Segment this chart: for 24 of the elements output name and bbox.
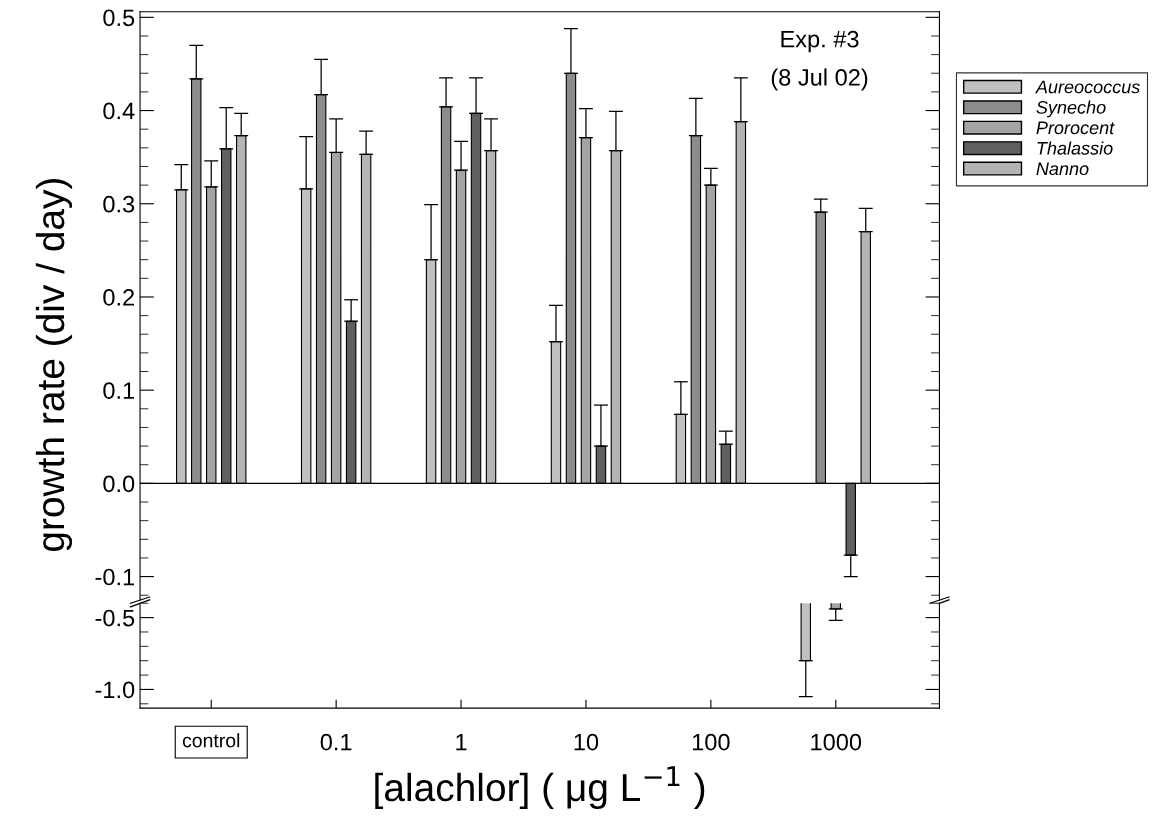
y-tick-label: 0.4 xyxy=(103,102,135,120)
y-tick-label: -1.0 xyxy=(95,681,135,699)
legend-label: Aureococcus xyxy=(1035,80,1140,94)
x-tick-label: 100 xyxy=(692,733,730,751)
legend-label: Nanno xyxy=(1036,162,1089,176)
x-tick-label: control xyxy=(182,733,240,748)
legend-label: Prorocent xyxy=(1036,121,1115,135)
x-tick-label: 10 xyxy=(574,733,599,751)
y-tick-label: -0.1 xyxy=(95,568,135,586)
legend-label: Thalassio xyxy=(1037,141,1113,155)
x-tick-label: 0.1 xyxy=(320,733,352,751)
legend-label: Synecho xyxy=(1036,100,1106,118)
y-tick-label: 0.1 xyxy=(103,382,135,399)
y-tick-label: -0.5 xyxy=(95,609,135,627)
y-tick-label: 0.2 xyxy=(103,289,134,306)
y-tick-label: 0.0 xyxy=(103,475,135,493)
annotation: Exp. #3 xyxy=(781,30,859,53)
y-tick-label: 0.5 xyxy=(103,9,135,27)
y-axis-title: growth rate (div / day) xyxy=(35,178,73,552)
x-tick-label: 1000 xyxy=(811,733,862,751)
y-tick-label: 0.3 xyxy=(103,195,135,213)
x-tick-label: 1 xyxy=(456,733,467,751)
annotation: (8 Jul 02) xyxy=(771,68,868,91)
x-axis-title: [alachlor] ( μg L$^{−1}$ ) xyxy=(375,766,705,810)
